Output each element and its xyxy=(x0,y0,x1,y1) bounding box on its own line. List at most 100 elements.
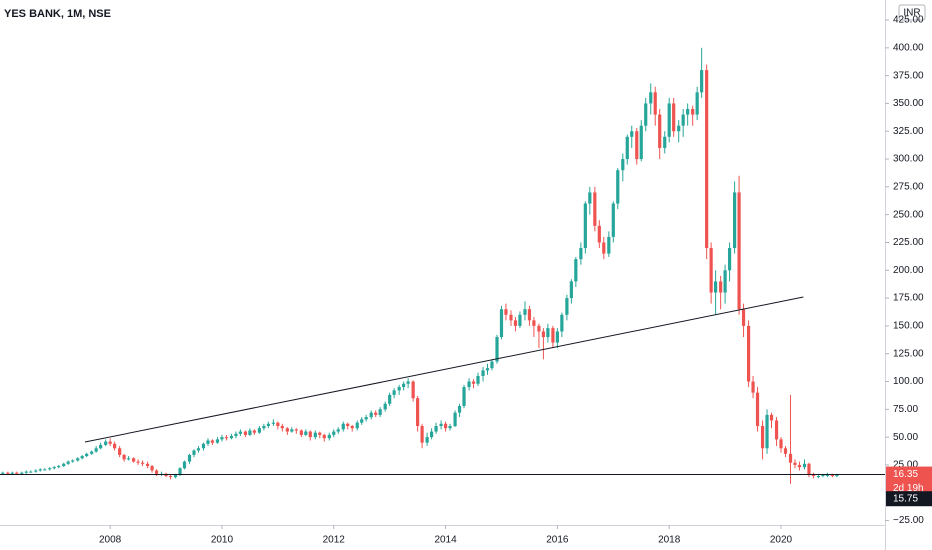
candle-body xyxy=(569,281,573,299)
candle-body xyxy=(733,192,737,249)
candle-body xyxy=(62,463,66,467)
candle-body xyxy=(807,463,811,475)
y-tick-label: 50.00 xyxy=(893,432,918,443)
candle-body xyxy=(625,136,629,160)
candle-body xyxy=(425,437,429,443)
candle-body xyxy=(113,443,117,449)
candle-body xyxy=(383,403,387,410)
candle-body xyxy=(481,370,485,376)
candle-body xyxy=(341,423,345,430)
candle-body xyxy=(280,426,284,429)
currency-label: INR xyxy=(903,8,920,19)
candle-body xyxy=(187,454,192,462)
candle-body xyxy=(723,270,727,293)
candle-body xyxy=(695,92,699,115)
candle-body xyxy=(490,361,494,369)
candle-body xyxy=(560,314,564,332)
last-price-label: 16.35 xyxy=(893,469,918,480)
candle-body xyxy=(126,458,131,460)
x-tick-label: 2020 xyxy=(770,535,793,546)
candle-body xyxy=(541,331,546,338)
candle-body xyxy=(821,474,825,477)
y-tick-label: 350.00 xyxy=(893,98,924,109)
candle-body xyxy=(150,466,154,471)
candle-body xyxy=(136,461,140,463)
candle-body xyxy=(285,428,289,432)
candle-body xyxy=(252,430,256,433)
candle-body xyxy=(132,458,136,462)
candle-body xyxy=(593,192,597,226)
candle-body xyxy=(6,472,10,474)
candle-body xyxy=(727,248,732,271)
candle-body xyxy=(20,472,24,474)
candle-body xyxy=(154,470,159,474)
candle-body xyxy=(38,469,42,471)
candle-body xyxy=(709,248,713,293)
y-tick-label: 300.00 xyxy=(893,154,924,165)
candle-body xyxy=(140,462,145,464)
candle-body xyxy=(537,325,541,332)
y-tick-label: 100.00 xyxy=(893,376,924,387)
candle-body xyxy=(104,441,108,445)
y-tick-label: 175.00 xyxy=(893,293,924,304)
candle-body xyxy=(527,309,532,321)
candle-body xyxy=(369,412,373,418)
candle-body xyxy=(15,472,19,474)
candle-body xyxy=(416,398,420,427)
candle-body xyxy=(43,469,47,471)
candle-body xyxy=(336,429,340,432)
candle-body xyxy=(691,109,695,115)
candle-body xyxy=(262,426,266,429)
candle-body xyxy=(719,281,723,293)
y-tick-label: 400.00 xyxy=(893,42,924,53)
candle-body xyxy=(1,472,5,474)
candle-body xyxy=(294,429,298,431)
candle-body xyxy=(825,474,830,476)
candle-body xyxy=(555,331,559,343)
candle-body xyxy=(182,461,187,469)
x-tick-label: 2014 xyxy=(434,535,457,546)
candle-body xyxy=(308,431,312,438)
candle-body xyxy=(48,468,52,470)
candle-body xyxy=(238,431,242,434)
candle-body xyxy=(639,125,643,160)
candle-body xyxy=(392,390,396,395)
candle-body xyxy=(751,381,755,393)
x-tick-label: 2012 xyxy=(323,535,346,546)
candle-body xyxy=(797,464,802,468)
candle-body xyxy=(788,453,793,463)
candle-body xyxy=(360,419,364,423)
candle-body xyxy=(783,448,788,454)
candle-body xyxy=(532,320,536,326)
candle-body xyxy=(122,454,126,460)
candle-body xyxy=(66,461,70,464)
candle-body xyxy=(215,439,220,443)
candle-body xyxy=(830,474,835,477)
candle-body xyxy=(350,426,354,429)
candle-body xyxy=(434,426,438,432)
crosshair-price-box xyxy=(886,491,932,507)
candle-body xyxy=(229,436,234,439)
candle-body xyxy=(811,474,816,477)
candle-body xyxy=(224,437,229,439)
candle-body xyxy=(173,474,178,478)
candle-body xyxy=(290,429,294,432)
candle-body xyxy=(476,375,480,384)
candle-body xyxy=(201,443,206,449)
x-tick-label: 2018 xyxy=(658,535,681,546)
candle-body xyxy=(332,431,336,435)
candle-body xyxy=(705,70,709,249)
candle-body xyxy=(220,437,224,440)
y-tick-label: 250.00 xyxy=(893,209,924,220)
currency-box[interactable] xyxy=(898,4,926,21)
candle-body xyxy=(192,450,196,455)
candle-body xyxy=(364,417,368,420)
candle-body xyxy=(816,476,821,478)
candle-body xyxy=(658,114,662,148)
candle-body xyxy=(714,281,718,293)
candle-body xyxy=(378,409,382,415)
candle-body xyxy=(746,325,751,382)
x-tick-label: 2008 xyxy=(99,535,122,546)
candle-body xyxy=(588,192,592,204)
